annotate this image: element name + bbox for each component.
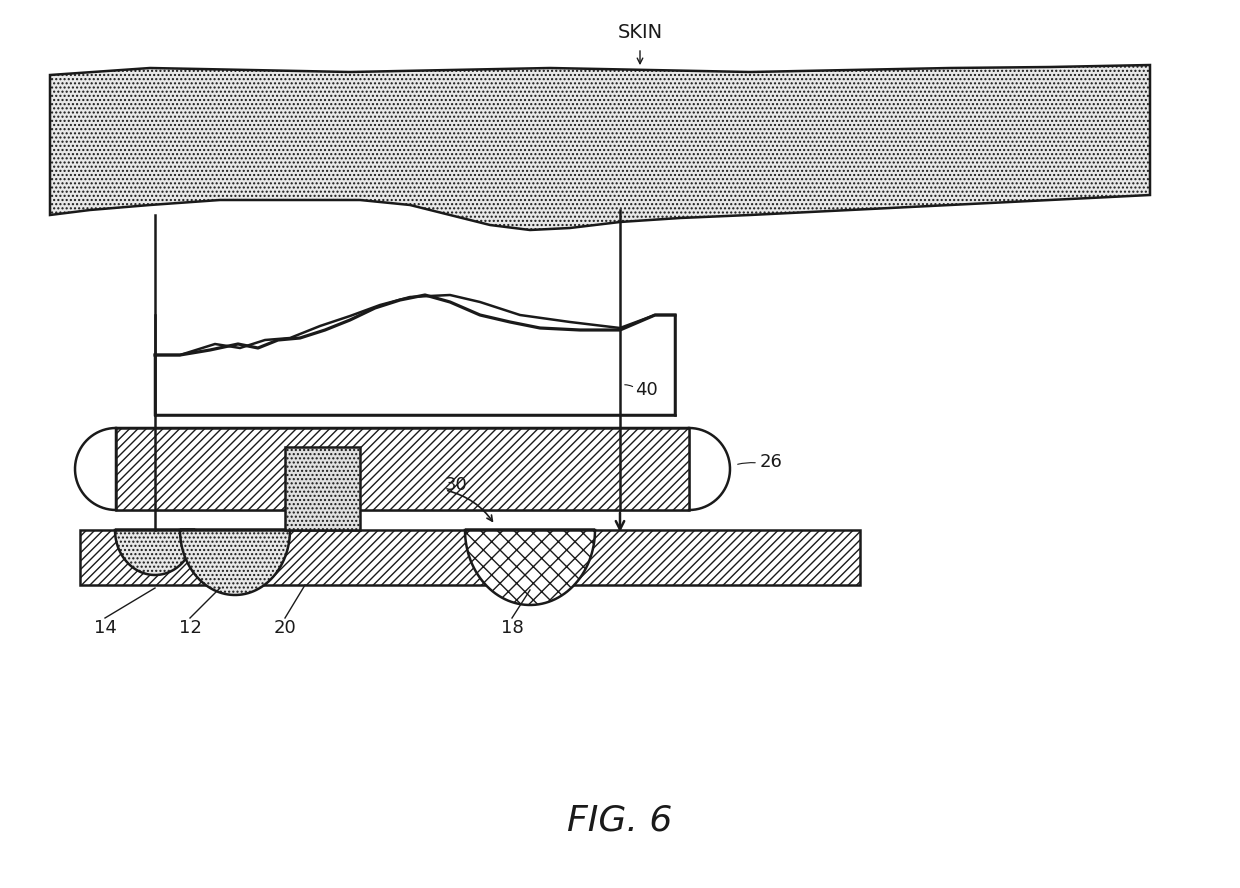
Text: FIG. 6: FIG. 6 <box>568 803 672 837</box>
Text: 12: 12 <box>179 619 201 637</box>
Text: 26: 26 <box>760 453 782 471</box>
Polygon shape <box>155 295 675 415</box>
Polygon shape <box>180 530 290 595</box>
Polygon shape <box>50 65 1149 230</box>
Polygon shape <box>465 530 595 605</box>
Bar <box>285 447 360 530</box>
Text: 40: 40 <box>635 381 657 399</box>
Text: SKIN: SKIN <box>618 22 662 42</box>
Polygon shape <box>115 530 195 575</box>
Text: 30: 30 <box>445 476 467 494</box>
FancyBboxPatch shape <box>117 428 689 510</box>
Bar <box>117 428 689 510</box>
Bar <box>155 315 675 415</box>
Text: 14: 14 <box>93 619 117 637</box>
Text: 18: 18 <box>501 619 523 637</box>
Bar <box>81 530 861 585</box>
Text: 20: 20 <box>274 619 296 637</box>
